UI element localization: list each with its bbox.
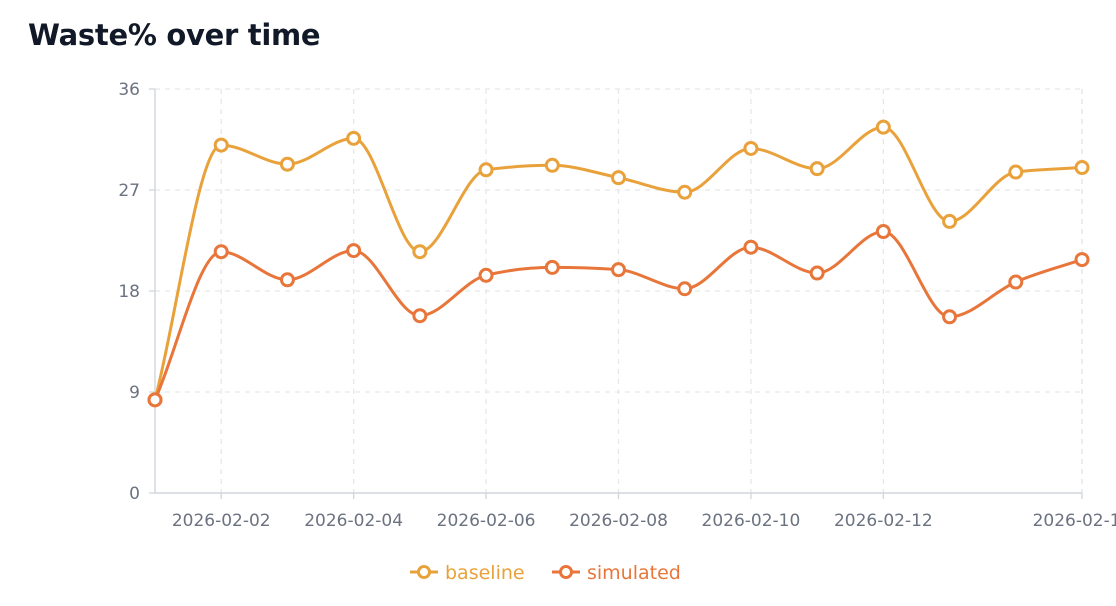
data-point-simulated[interactable]	[942, 309, 958, 325]
data-point-simulated[interactable]	[478, 267, 494, 283]
series-baseline	[147, 119, 1090, 408]
data-point-simulated[interactable]	[544, 259, 560, 275]
x-tick-label: 2026-02-04	[304, 511, 403, 531]
chart-title: Waste% over time	[28, 18, 321, 52]
y-tick-label: 9	[129, 383, 140, 403]
data-point-baseline[interactable]	[478, 162, 494, 178]
data-point-baseline[interactable]	[942, 213, 958, 229]
data-point-simulated[interactable]	[147, 392, 163, 408]
legend-marker-simulated	[559, 565, 573, 579]
legend: baseline simulated	[410, 562, 681, 584]
y-tick-label: 36	[118, 80, 140, 100]
series-simulated	[147, 224, 1090, 408]
y-tick-label: 27	[118, 181, 140, 201]
y-tick-label: 0	[129, 484, 140, 504]
x-tick-label: 2026-02-06	[437, 511, 536, 531]
x-axis-ticks: 2026-02-02 2026-02-04 2026-02-06 2026-02-08…	[172, 493, 1116, 531]
data-point-baseline[interactable]	[279, 156, 295, 172]
data-point-baseline[interactable]	[544, 157, 560, 173]
x-tick-label: 2026-02-08	[569, 511, 668, 531]
data-point-baseline[interactable]	[1074, 160, 1090, 176]
legend-label-simulated: simulated	[587, 562, 681, 584]
series-group	[147, 119, 1090, 408]
data-point-simulated[interactable]	[1074, 252, 1090, 268]
data-point-simulated[interactable]	[611, 262, 626, 278]
data-point-simulated[interactable]	[743, 239, 759, 255]
data-point-baseline[interactable]	[346, 130, 362, 146]
x-tick-label: 2026-02-12	[834, 511, 933, 531]
legend-label-baseline: baseline	[445, 562, 525, 584]
data-point-simulated[interactable]	[346, 243, 362, 259]
data-point-simulated[interactable]	[1008, 274, 1024, 290]
data-point-baseline[interactable]	[677, 184, 693, 200]
y-axis-ticks: 0 9 18 27 36	[118, 80, 155, 504]
data-point-simulated[interactable]	[809, 265, 825, 281]
grid-lines	[155, 88, 1083, 493]
data-point-simulated[interactable]	[677, 281, 693, 297]
data-point-baseline[interactable]	[1008, 164, 1024, 180]
data-point-simulated[interactable]	[412, 308, 428, 324]
data-point-baseline[interactable]	[412, 244, 428, 260]
data-point-simulated[interactable]	[279, 272, 295, 288]
data-point-baseline[interactable]	[875, 119, 891, 135]
data-point-simulated[interactable]	[875, 224, 891, 240]
data-point-simulated[interactable]	[213, 244, 229, 260]
data-point-baseline[interactable]	[743, 140, 759, 156]
x-tick-label: 2026-02-02	[172, 511, 271, 531]
data-point-baseline[interactable]	[213, 137, 229, 153]
data-point-baseline[interactable]	[809, 161, 825, 177]
data-point-baseline[interactable]	[611, 170, 626, 186]
x-tick-label: 2026-02-15	[1033, 511, 1116, 531]
y-tick-label: 18	[118, 282, 140, 302]
legend-item-baseline[interactable]: baseline	[410, 562, 525, 584]
legend-marker-baseline	[417, 565, 431, 579]
x-tick-label: 2026-02-10	[702, 511, 801, 531]
legend-item-simulated[interactable]: simulated	[552, 562, 681, 584]
